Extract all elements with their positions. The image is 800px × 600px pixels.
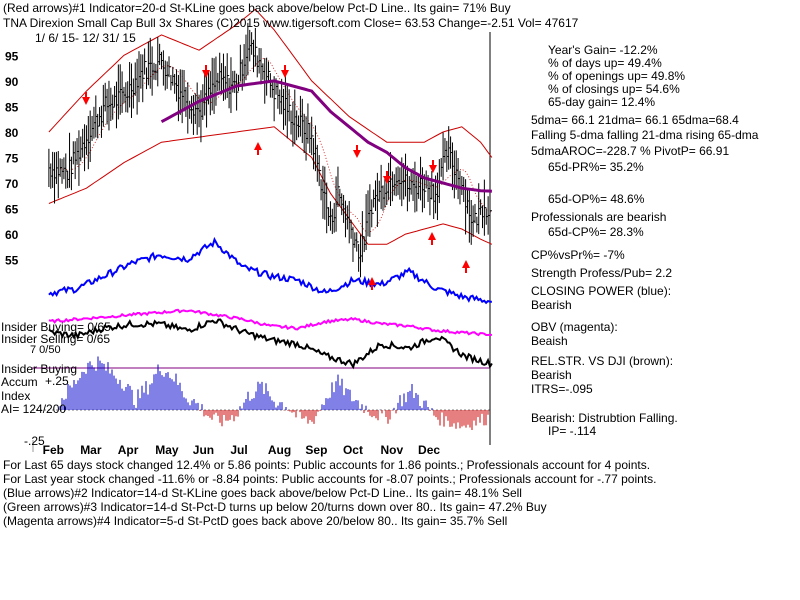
sell-arrow-icon [82,92,90,105]
y-tick-label: 75 [5,152,19,166]
obv-line [48,308,493,337]
y-tick-label: 55 [5,254,19,268]
insider-buying: Insider Buying= 0/65 [1,320,111,334]
insider-selling: Insider Selling= 0/65 [1,332,111,346]
x-tick-label: Jun [193,443,214,457]
insider-buying-2: Insider Buying [1,362,78,376]
ai-value: AI= 124/200 [1,402,67,416]
minus-25: -.25 [24,434,45,448]
x-tick-label: Dec [418,443,440,457]
x-tick-label: Oct [343,443,363,457]
itrs-value: ITRS=-.095 [531,382,593,396]
footer-line1: For Last 65 days stock changed 12.4% or … [3,458,651,472]
footer-line3: (Blue arrows)#2 Indicator=14-d St-KLine … [3,486,522,500]
y-tick-label: 70 [5,177,19,191]
x-tick-label: Nov [381,443,404,457]
footer-line2: For Last year stock changed -11.6% or -8… [3,472,657,486]
aroc-pivot: 5dmaAROC=-228.7 % PivotP= 66.91 [531,144,730,158]
gain-65d: 65-day gain= 12.4% [548,95,656,109]
falling-status: Falling 5-dma falling 21-dma rising 65-d… [531,128,759,142]
index-label: Index [1,389,31,403]
obv-label: OBV (magenta): [531,320,618,334]
sell-arrow-icon [281,65,289,78]
days-up: % of days up= 49.4% [548,56,662,70]
lower-band-line [48,126,493,245]
sell-arrow-icon [202,65,210,78]
sell-arrow-icon [383,171,391,184]
op-value: 65d-OP%= 48.6% [548,192,645,206]
pr-value: 65d-PR%= 35.2% [548,160,644,174]
buy-arrow-icon [368,277,376,290]
signal-arrows-layer [82,65,470,290]
y-tick-label: 80 [5,126,19,140]
bands-layer [48,8,493,245]
cp-value: 65d-CP%= 28.3% [548,225,644,239]
x-tick-label: Apr [118,443,139,457]
small-label: 7 0/50 [30,344,61,356]
plus-25: +.25 [45,374,69,388]
x-tick-label: Mar [80,443,102,457]
buy-arrow-icon [462,260,470,273]
x-tick-label: Sep [305,443,327,457]
closings-up: % of closings up= 54.6% [548,82,680,96]
y-axis-labels: 95 90 85 80 75 70 65 60 55 [5,49,19,267]
accum-index-layer [59,356,489,430]
pros-status: Professionals are bearish [531,210,667,224]
x-tick-label: Aug [268,443,291,457]
y-tick-label: 90 [5,75,19,89]
x-tick-label: Feb [43,443,64,457]
distribution-status: Bearish: Distrubtion Falling. [531,411,678,425]
ip-value: IP= -.114 [548,424,597,438]
closing-power-line [48,236,492,305]
relstr-line [48,318,493,370]
relstr-state: Bearish [531,368,572,382]
x-tick-label: Jul [230,443,247,457]
sell-arrow-icon [429,160,437,173]
header-line1: (Red arrows)#1 Indicator=20-d St-KLine g… [3,1,511,15]
openings-up: % of openings up= 49.8% [548,69,686,83]
ma21-line [60,58,493,234]
footer-line5: (Magenta arrows)#4 Indicator=5-d St-PctD… [3,514,508,528]
y-tick-label: 65 [5,203,19,217]
x-tick-label: May [155,443,179,457]
y-tick-label: 95 [5,49,19,63]
y-tick-label: 60 [5,228,19,242]
relstr-label: REL.STR. VS DJI (brown): [531,354,674,368]
upper-band-line [48,8,493,158]
sell-arrow-icon [353,145,361,158]
price-bars-layer [48,22,492,278]
cpvspr: CP%vsPr%= -7% [531,248,625,262]
buy-arrow-icon [428,232,436,245]
chart-frame [32,32,491,452]
header-line2: TNA Direxion Small Cap Bull 3x Shares (C… [3,16,579,30]
obv-state: Beaish [531,334,568,348]
accum-label: Accum [1,375,38,389]
footer-line4: (Green arrows)#3 Indicator=14-d St-Pct-D… [3,500,547,514]
strength: Strength Profess/Pub= 2.2 [531,266,673,280]
y-tick-label: 85 [5,100,19,114]
buy-arrow-icon [254,142,262,155]
indicator-lines-layer [48,79,493,370]
years-gain: Year's Gain= -12.2% [548,43,658,57]
closing-power-state: Bearish [531,298,572,312]
closing-power-label: CLOSING POWER (blue): [531,284,672,298]
date-range: 1/ 6/ 15- 12/ 31/ 15 [35,31,136,45]
dma-values: 5dma= 66.1 21dma= 66.1 65dma=68.4 [531,113,739,127]
ma65-line [160,79,492,193]
x-axis-labels: Feb Mar Apr May Jun Jul Aug Sep Oct Nov Dec [43,443,441,457]
